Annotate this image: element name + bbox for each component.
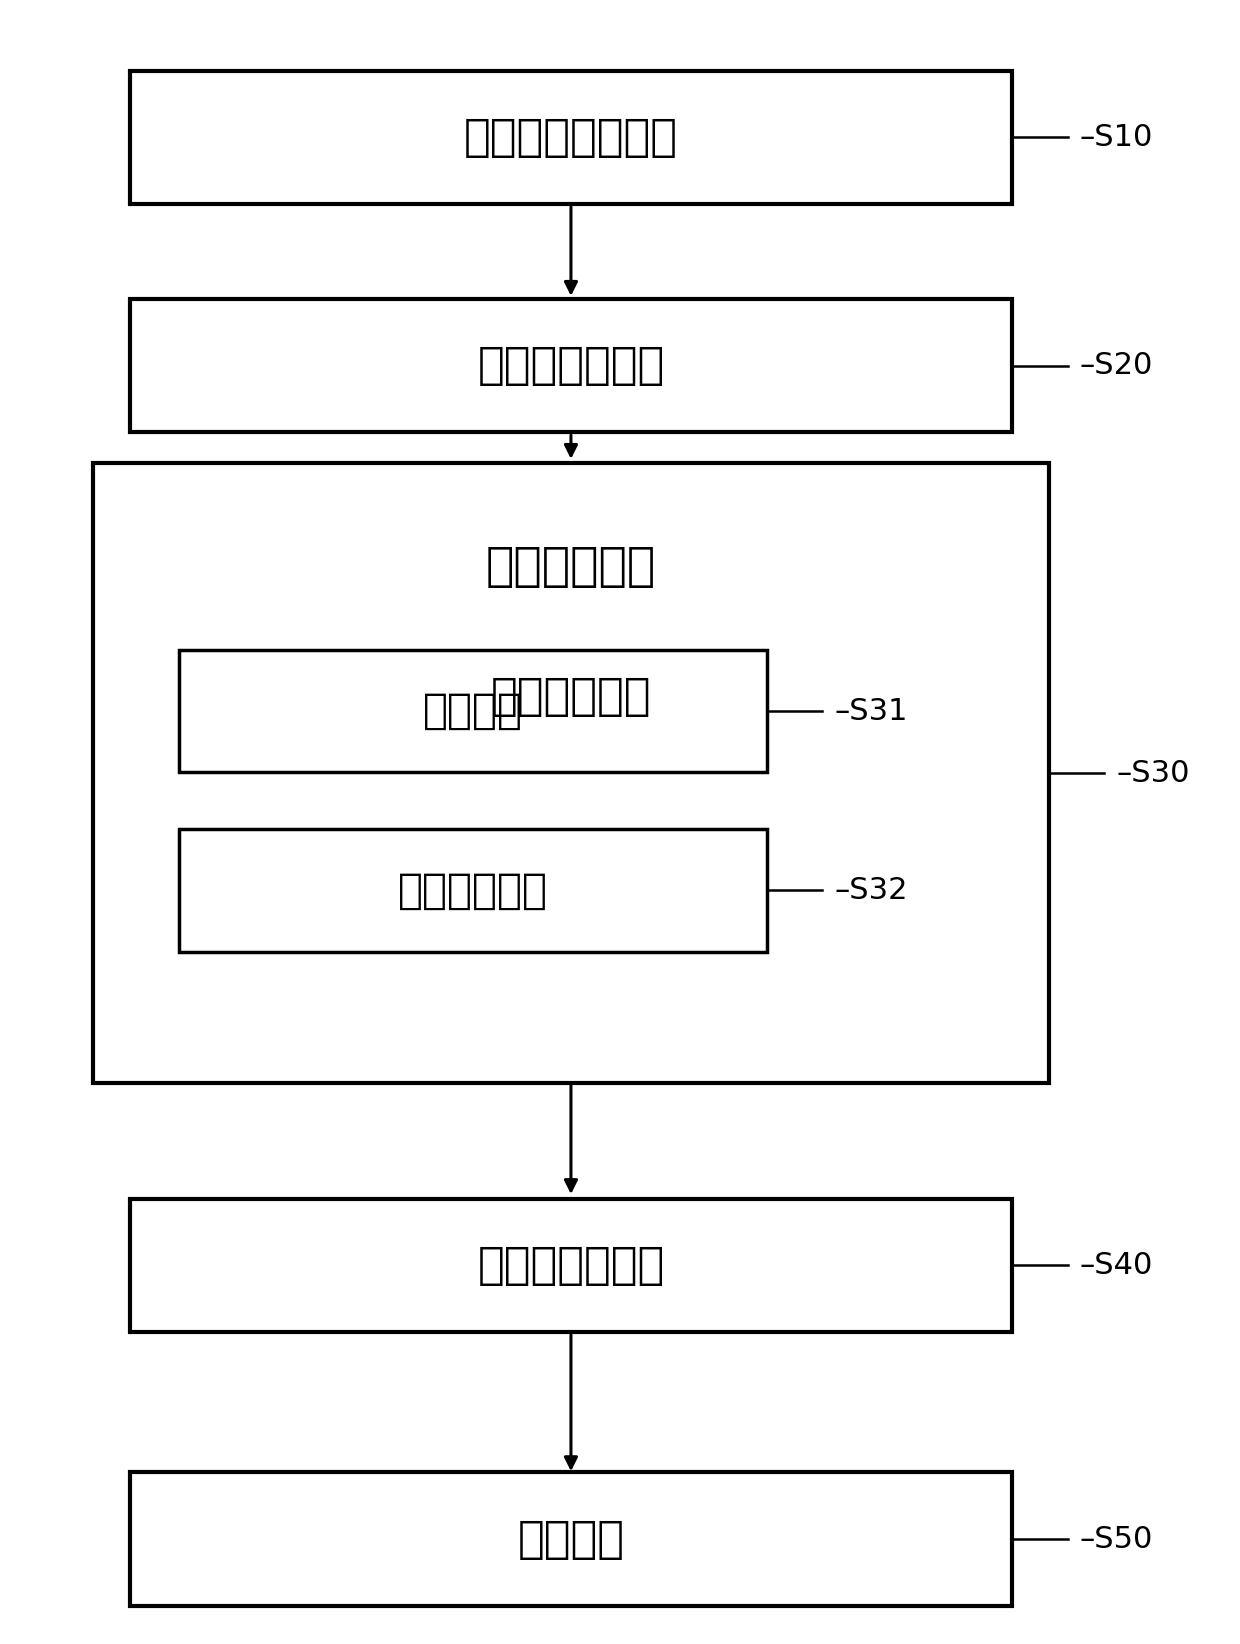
Bar xyxy=(129,1198,1012,1332)
Text: 第一次冷却步骤: 第一次冷却步骤 xyxy=(477,344,665,386)
Text: 加热步骤: 加热步骤 xyxy=(423,690,523,732)
Text: –S31: –S31 xyxy=(835,697,908,725)
Text: 温度保持步骤: 温度保持步骤 xyxy=(398,870,548,911)
Text: 冷轧步骤: 冷轧步骤 xyxy=(517,1517,625,1560)
Text: 热轧卷板生成步骤: 热轧卷板生成步骤 xyxy=(464,115,678,159)
Bar xyxy=(129,1473,1012,1606)
Bar xyxy=(93,464,1049,1083)
Bar xyxy=(129,71,1012,204)
Bar xyxy=(129,299,1012,432)
Text: 强度弱化步骤: 强度弱化步骤 xyxy=(491,676,651,718)
Bar xyxy=(179,829,768,952)
Text: –S10: –S10 xyxy=(1080,123,1153,151)
Text: 热轧卷板边缘: 热轧卷板边缘 xyxy=(486,544,656,590)
Text: –S50: –S50 xyxy=(1080,1524,1153,1554)
Text: –S20: –S20 xyxy=(1080,352,1153,380)
Bar xyxy=(179,649,768,773)
Text: –S40: –S40 xyxy=(1080,1251,1153,1281)
Text: –S32: –S32 xyxy=(835,876,908,904)
Text: –S30: –S30 xyxy=(1116,758,1190,787)
Text: 第二次冷却步骤: 第二次冷却步骤 xyxy=(477,1245,665,1287)
